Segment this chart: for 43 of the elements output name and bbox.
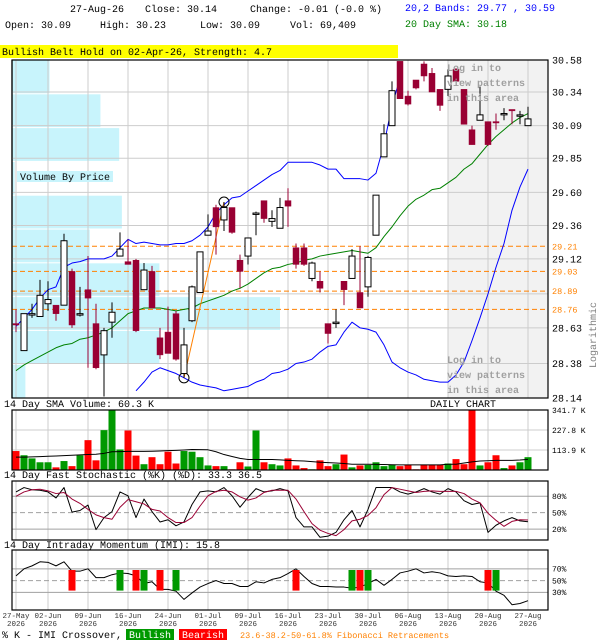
y-tick-label: 30.58: [552, 56, 582, 68]
chart-title: 14 Day Intraday Momentum (IMI): 15.8: [4, 540, 220, 552]
text: Change: -0.01 (-0.0 %): [250, 4, 382, 16]
y-tick-label: 341.7 K: [552, 406, 586, 416]
ref-line-label: 29.03: [552, 267, 578, 278]
text: Low: 30.09: [200, 21, 260, 32]
text: Bearish: [182, 630, 224, 640]
y-axis-title: Logarithmic: [588, 302, 600, 368]
ref-line-label: 29.21: [552, 242, 578, 252]
y-tick-label: 29.60: [552, 188, 582, 200]
text: Close: 30.14: [145, 4, 218, 16]
y-tick-label: 50%: [552, 577, 567, 586]
text: Vol: 69,409: [290, 20, 356, 32]
text: Volume By Price: [20, 172, 110, 184]
y-tick-label: 29.36: [552, 222, 582, 233]
text: 20 Day SMA: 30.18: [405, 20, 508, 31]
y-tick-label: 227.8 K: [552, 426, 586, 436]
y-tick-label: 50%: [552, 509, 567, 518]
ref-line-label: 28.76: [552, 305, 578, 316]
y-tick-label: 70%: [552, 566, 567, 575]
y-tick-label: 28.38: [552, 360, 582, 371]
annotation: DAILY CHART: [430, 400, 496, 411]
ref-line-label: 28.89: [552, 287, 578, 298]
y-tick-label: 30.34: [552, 88, 582, 100]
y-tick-label: 80%: [552, 493, 567, 502]
y-tick-label: 28.63: [552, 324, 582, 336]
text: Bullish Belt Hold on 02-Apr-26, Strength: 4.7: [2, 47, 272, 59]
chart-title: 14 Day SMA Volume: 60.3 K: [4, 399, 154, 411]
text: Open: 30.09: [5, 21, 72, 32]
y-tick-label: 29.12: [552, 255, 582, 266]
legend-title: % K - IMI Crossover,: [2, 631, 122, 640]
y-tick-label: 30.09: [552, 122, 582, 134]
chart-title: 14 Day Fast Stochastic (%K) (%D): 33.3 36.5: [4, 470, 262, 482]
y-tick-label: 20%: [552, 526, 567, 535]
y-tick-label: 113.9 K: [552, 446, 586, 456]
y-tick-label: 29.85: [552, 154, 582, 166]
text: High: 30.23: [100, 20, 166, 32]
text: Bullish: [129, 630, 172, 640]
text: 20,2 Bands: 29.77 , 30.59: [405, 3, 556, 15]
text: 27-Aug-26: [70, 5, 124, 16]
y-tick-label: 28.14: [552, 394, 582, 406]
y-tick-label: 30%: [552, 589, 567, 598]
text: 23.6-38.2-50-61.8% Fibonacci Retracements: [240, 631, 450, 640]
